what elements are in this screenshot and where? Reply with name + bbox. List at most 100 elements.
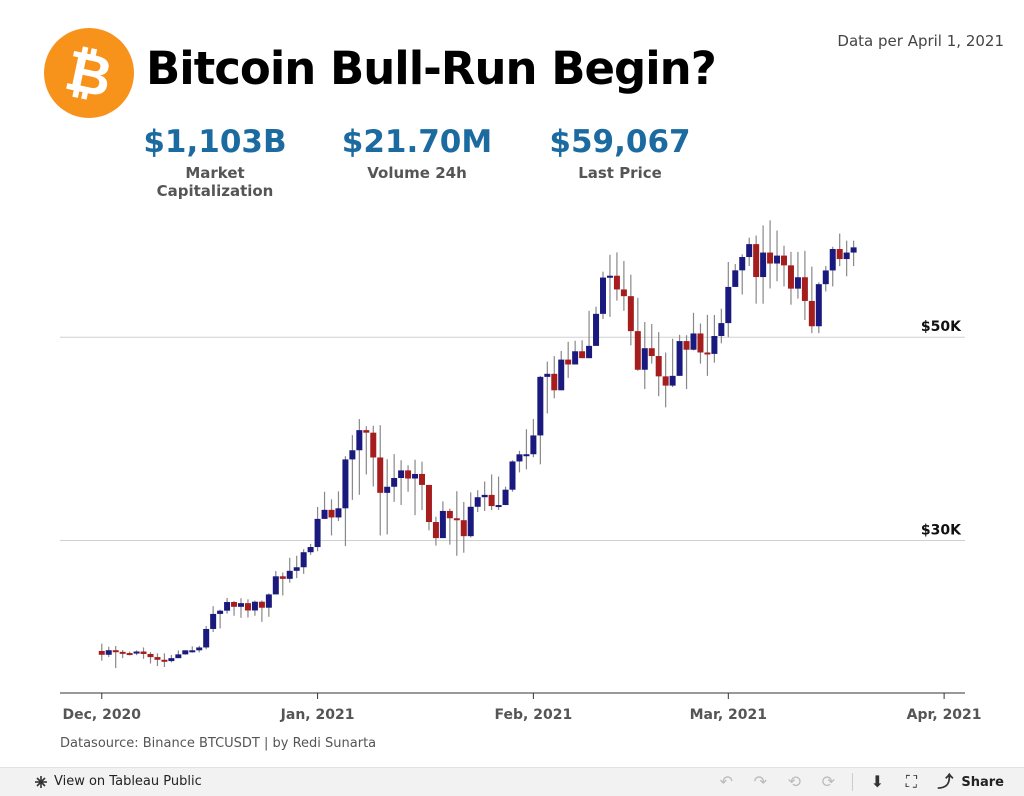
candle-body [377,457,384,493]
candle-body [391,478,398,487]
candlestick-chart[interactable]: $30K $50K Dec, 2020 Jan, 2021 Feb, 2021 Mar, … [0,200,1024,730]
toolbar-divider [852,773,854,791]
kpi-value: $59,067 [549,124,691,160]
candle-body [356,430,363,451]
candle-body [655,356,662,377]
candle-body [203,628,210,648]
candle-body [836,248,843,260]
view-on-tableau-link[interactable]: View on Tableau Public [34,774,202,789]
kpi-volume: $21.70M Volume 24h [332,122,502,182]
kpi-value: $21.70M [341,124,493,160]
kpi-label: Last Price [578,164,662,182]
candle-body [286,570,293,579]
x-tick-label: Apr, 2021 [907,707,982,723]
candle-body [182,650,189,655]
candle-body [161,659,168,662]
candle-body [718,323,725,337]
candle-body [822,270,829,285]
datasource-note: Datasource: Binance BTCUSDT | by Redi Su… [60,736,377,751]
candle-body [258,601,265,608]
candle-body [627,296,634,332]
candle-body [370,432,377,458]
share-icon: ⤴ [937,772,954,791]
candle-body [210,613,217,629]
candle-body [363,430,370,433]
candle-body [467,506,474,537]
candle-body [502,489,509,506]
candle-body [224,602,231,611]
candle-body [509,461,516,490]
candle-body [342,459,349,509]
candle-body [460,520,467,537]
candle-body [808,300,815,327]
download-icon[interactable]: ⬇ [870,772,885,791]
revert-icon[interactable]: ⟲ [787,772,802,791]
candle-body [544,373,551,377]
fullscreen-icon[interactable]: ⛶ [905,772,917,791]
view-on-tableau-label: View on Tableau Public [54,774,202,789]
candle-body [119,651,126,654]
as-of-date: Data per April 1, 2021 [837,32,1004,50]
kpi-value: $1,103B [143,124,287,160]
redo-icon[interactable]: ↷ [753,772,768,791]
candle-body [314,518,321,548]
candle-body [843,252,850,260]
candle-body [697,333,704,353]
candle-body [98,650,105,655]
candle-body [425,484,432,523]
candle-body [196,647,203,651]
candle-body [530,435,537,455]
candle-body [551,373,558,391]
candle-body [112,650,119,653]
candle-body [781,255,787,266]
kpi-label: Volume 24h [367,164,467,182]
candle-body [453,518,460,521]
x-tick-label: Feb, 2021 [495,707,573,723]
share-button[interactable]: ⤴ Share [935,772,1004,792]
candle-body [231,602,238,607]
svg-text:₿: ₿ [60,38,118,111]
candle-body [774,255,781,264]
candle-body [405,470,412,479]
candle-body [244,603,251,611]
candle-body [265,594,272,608]
candle-body [140,651,147,654]
candle-body [495,505,502,508]
candle-body [760,252,767,278]
candle-body [558,359,565,391]
candle-body [565,359,572,365]
candle-body [634,331,641,370]
candle-body [593,313,600,346]
x-tick-label: Jan, 2021 [280,707,355,723]
candle-body [648,348,655,357]
undo-icon[interactable]: ↶ [719,772,734,791]
candle-body [586,345,593,359]
candle-body [801,277,808,301]
candle-body [481,494,488,498]
candle-body [669,375,676,386]
candle-body [133,651,140,654]
candle-body [683,341,690,350]
tableau-toolbar: View on Tableau Public ↶ ↷ ⟲ ⟳ ⬇ ⛶ ⤴ Sha… [0,767,1024,796]
candle-body [711,336,718,354]
candle-body [328,509,335,518]
candle-body [217,610,224,614]
candle-body [746,244,753,258]
candle-body [293,567,300,571]
candle-body [676,341,683,376]
kpi-label: Market Capitalization [156,164,274,200]
kpi-market-cap: $1,103B Market Capitalization [130,122,300,200]
candle-body [794,277,801,289]
candle-body [189,650,196,653]
reference-label: $50K [921,319,962,335]
candle-body [732,270,739,287]
refresh-icon[interactable]: ⟳ [821,772,836,791]
candle-body [279,576,286,579]
x-tick-label: Mar, 2021 [690,707,767,723]
candle-body [516,454,523,462]
candle-body [787,265,794,289]
candle-body [488,494,495,507]
x-tick-label: Dec, 2020 [62,707,141,723]
candle-body [384,486,391,493]
candle-body [739,257,746,271]
